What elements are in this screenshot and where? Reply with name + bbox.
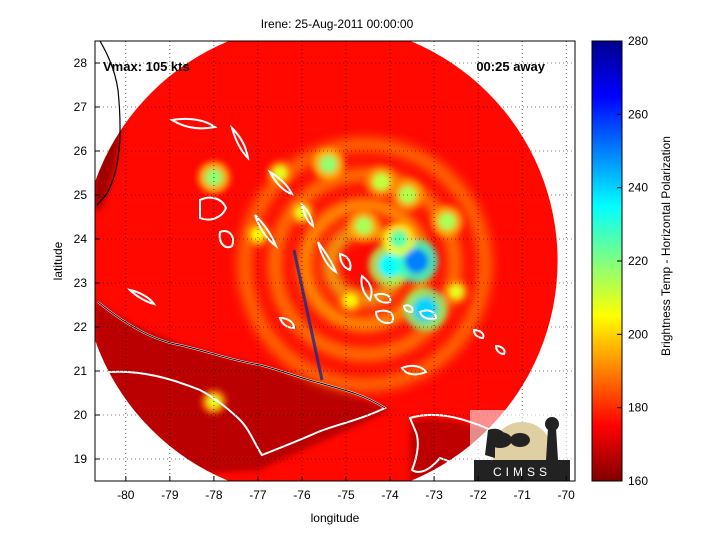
eleuthera-island	[267, 169, 294, 196]
abaco-island	[229, 124, 250, 161]
long-island	[317, 241, 338, 275]
cold-cell-6	[372, 172, 391, 191]
mayaguana-island	[373, 292, 392, 304]
cimss-logo-text: CIMSS	[493, 465, 551, 479]
x-tick-label-3: -77	[249, 488, 267, 502]
cold-cell-4	[354, 216, 373, 235]
x-axis-label: longitude	[311, 511, 360, 525]
ragged-islands	[278, 316, 296, 330]
y-tick-label-3: 22	[74, 320, 88, 334]
cuba-north-coast-outline	[97, 301, 386, 409]
inagua-island	[374, 309, 394, 324]
silver-bank-islet	[472, 328, 485, 340]
x-tick-label-10: -70	[558, 488, 576, 502]
plot-frame	[94, 40, 576, 482]
x-tick-label-1: -79	[161, 488, 179, 502]
cimss-logo: CIMSS	[470, 410, 573, 481]
florida-coastline	[96, 41, 121, 206]
cat-island	[300, 202, 315, 229]
colorbar-label: Brightness Temp - Horizontal Polarizatio…	[659, 136, 673, 356]
turks-caicos-islands	[418, 309, 438, 320]
y-axis-ticks: 19 20 21 22 23 24 25 26 27 28	[74, 56, 100, 466]
y-tick-label-0: 19	[74, 452, 88, 466]
colorbar-tick-label-2: 200	[628, 327, 648, 341]
cuba-warm-region	[95, 300, 390, 481]
grid-lines	[95, 41, 575, 481]
cold-cell-14	[449, 284, 464, 299]
caicos-islands	[402, 304, 414, 314]
rainband-ring-1	[268, 168, 461, 361]
y-tick-label-1: 20	[74, 408, 88, 422]
colorbar-tick-label-6: 280	[628, 34, 648, 48]
vmax-annotation: Vmax: 105 kts	[103, 59, 190, 74]
colorbar-tick-label-1: 180	[628, 401, 648, 415]
cimss-dish-right-icon	[510, 433, 530, 447]
x-tick-label-4: -76	[293, 488, 311, 502]
cay-sal-bank	[126, 288, 157, 306]
x-tick-label-9: -71	[513, 488, 531, 502]
chart-title: Irene: 25-Aug-2011 00:00:00	[261, 17, 414, 31]
y-tick-label-2: 21	[74, 364, 88, 378]
x-tick-label-8: -72	[469, 488, 487, 502]
cimss-logo-banner	[474, 460, 570, 481]
cold-cell-3	[389, 230, 408, 248]
colorbar-tick-label-3: 220	[628, 254, 648, 268]
y-tick-label-4: 23	[74, 276, 88, 290]
x-tick-label-0: -80	[117, 488, 135, 502]
y-tick-label-7: 26	[74, 144, 88, 158]
navidad-bank-islet	[494, 344, 506, 356]
exuma-island	[254, 214, 279, 249]
colorbar-tick-label-4: 240	[628, 181, 648, 195]
y-tick-label-5: 24	[74, 232, 88, 246]
colorbar-tick-label-5: 260	[628, 107, 648, 121]
inagua-south-island	[400, 364, 428, 376]
cimss-tower-icon	[546, 428, 558, 460]
y-tick-label-6: 25	[74, 188, 88, 202]
y-axis-label: latitude	[51, 241, 65, 280]
colorbar-ticks: 160 180 200 220 240 260 280	[617, 34, 648, 488]
scan-seam-line	[292, 249, 324, 381]
y-tick-label-8: 27	[74, 100, 88, 114]
crooked-island	[338, 252, 352, 272]
cimss-dish-left-icon	[488, 432, 512, 448]
time-away-annotation: 00:25 away	[476, 59, 545, 74]
x-tick-label-5: -75	[337, 488, 355, 502]
colorbar-tick-label-0: 160	[628, 474, 648, 488]
x-tick-label-6: -74	[381, 488, 399, 502]
andros-island	[199, 196, 228, 221]
cold-cell-1	[404, 249, 429, 273]
cold-cell-5	[319, 155, 338, 174]
x-tick-label-2: -78	[205, 488, 223, 502]
x-axis-ticks: -80 -79 -78 -77 -76 -75 -74 -73 -72 -71 -70	[117, 476, 575, 502]
cold-cell-15	[343, 293, 358, 308]
cimss-tower-top-icon	[545, 417, 559, 431]
x-tick-label-7: -73	[425, 488, 443, 502]
grand-bahama-island	[169, 117, 218, 130]
y-tick-label-9: 28	[74, 56, 88, 70]
andros-south-island	[218, 230, 234, 249]
cold-cell-8	[438, 212, 457, 231]
rainband-ring-0	[238, 138, 491, 391]
acklins-island	[360, 274, 373, 302]
plot-area: CIMSS Vmax: 105 kts 00:25 away	[95, 41, 575, 481]
